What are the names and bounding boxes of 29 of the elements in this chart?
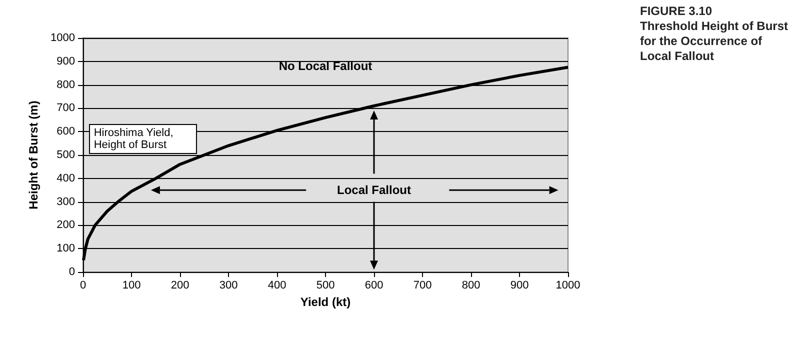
y-tick-label: 800 [56, 78, 75, 91]
y-tick-label: 900 [56, 55, 75, 68]
x-tick-label: 500 [316, 280, 335, 292]
y-tick-label: 600 [56, 126, 75, 138]
y-tick-label: 1000 [50, 32, 75, 44]
y-tick-label: 400 [56, 172, 75, 184]
x-tick-label: 600 [364, 280, 384, 292]
x-axis-title: Yield (kt) [300, 295, 351, 309]
x-tick-label: 200 [170, 280, 190, 292]
x-tick-label: 400 [268, 280, 286, 292]
x-tick-label: 800 [462, 280, 480, 292]
y-tick-label: 700 [56, 102, 75, 114]
x-tick-label: 100 [122, 280, 141, 292]
x-tick-label: 0 [80, 280, 86, 292]
annotation: No Local Fallout [278, 59, 372, 74]
y-tick-label: 500 [56, 149, 75, 161]
x-tick-label: 900 [510, 280, 529, 292]
y-tick-label: 300 [56, 196, 75, 208]
text: FIGURE 3.10 [640, 4, 714, 19]
y-tick-label: 0 [68, 266, 75, 278]
annotation: Hiroshima Yield, Height of Burst [88, 124, 197, 154]
y-axis-title: Height of Burst (m) [26, 100, 41, 210]
x-tick-label: 300 [219, 280, 238, 292]
x-tick-label: 700 [413, 280, 432, 292]
y-tick-label: 100 [56, 242, 75, 255]
x-tick-label: 1000 [556, 280, 580, 292]
text: Threshold Height of Burst for the Occurrence of Local Fallout [640, 19, 789, 64]
y-tick-label: 200 [56, 219, 75, 232]
annotation: Local Fallout [336, 183, 412, 198]
